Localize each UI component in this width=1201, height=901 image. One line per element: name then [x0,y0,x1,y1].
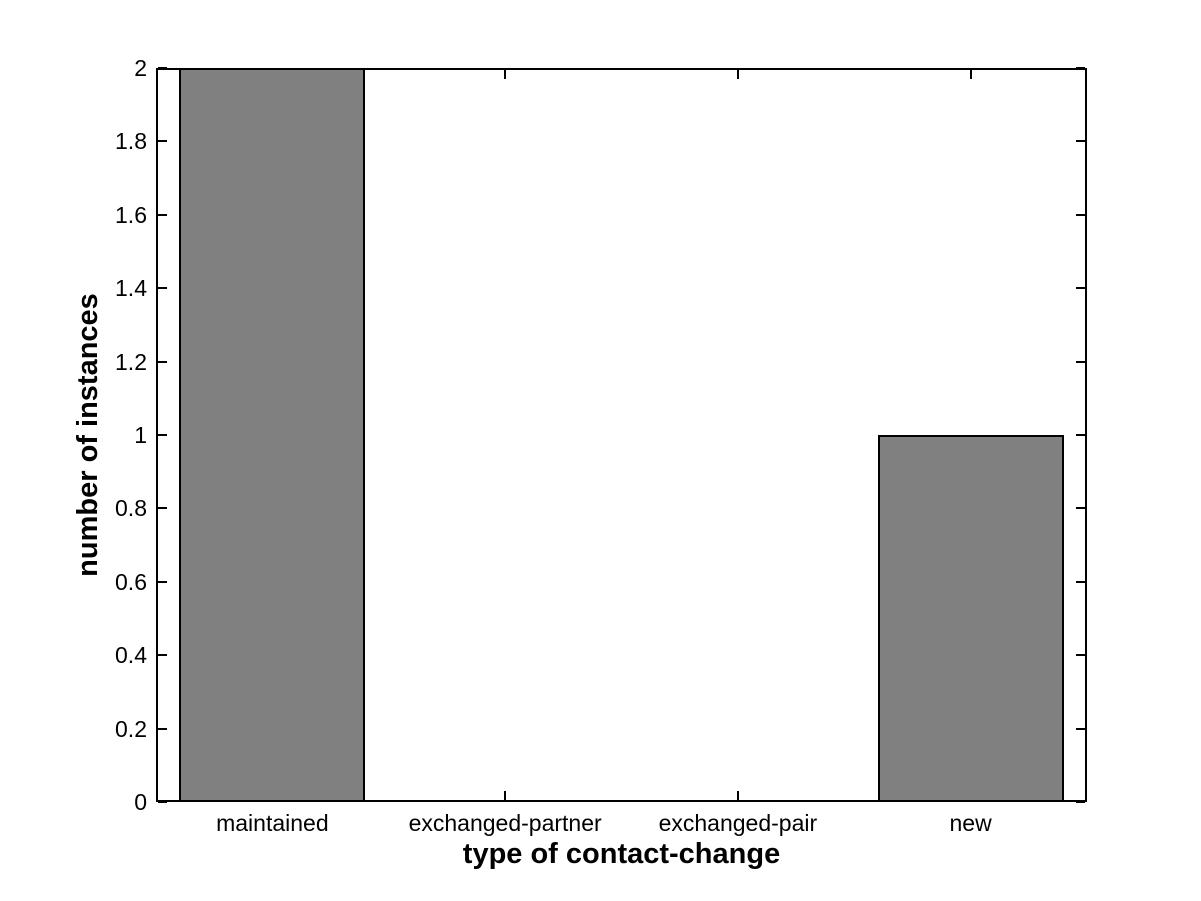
plot-area [156,68,1087,802]
x-tick-mark-bottom [736,791,739,800]
y-tick-label: 0.4 [115,642,147,669]
y-tick-mark-right [1076,654,1085,657]
x-tick-mark-top [969,70,972,79]
y-tick-mark-left [158,67,167,69]
y-tick-mark-left [158,360,167,363]
y-tick-mark-left [158,287,167,290]
y-tick-mark-right [1076,434,1085,436]
x-tick-mark-top [504,70,507,79]
x-tick-label: exchanged-pair [658,810,818,836]
y-tick-label: 1.4 [115,275,147,302]
y-tick-label: 2 [134,55,147,81]
y-tick-mark-right [1076,727,1085,730]
x-tick-mark-bottom [504,791,507,800]
y-tick-label: 1.2 [115,348,147,375]
y-tick-mark-right [1076,213,1085,216]
y-tick-mark-right [1076,140,1085,143]
y-tick-mark-left [158,507,167,510]
y-tick-mark-right [1076,507,1085,510]
y-tick-mark-right [1076,801,1085,803]
y-tick-mark-left [158,434,167,436]
y-tick-label: 0 [134,789,147,815]
y-tick-mark-right [1076,67,1085,69]
x-axis-label: type of contact-change [462,838,781,870]
y-tick-mark-left [158,654,167,657]
x-tick-label: new [949,810,992,836]
y-tick-mark-left [158,580,167,583]
y-tick-label: 0.8 [115,495,147,522]
y-tick-mark-right [1076,580,1085,583]
y-tick-label: 1 [134,422,147,448]
x-tick-label: maintained [216,810,329,836]
y-tick-label: 0.2 [115,715,147,742]
y-tick-mark-left [158,727,167,730]
y-tick-label: 1.8 [115,128,147,155]
x-tick-label: exchanged-partner [408,810,602,836]
y-tick-mark-right [1076,360,1085,363]
y-tick-mark-right [1076,287,1085,290]
x-tick-mark-top [736,70,739,79]
y-tick-mark-left [158,140,167,143]
y-tick-mark-left [158,213,167,216]
bar-maintained [179,68,366,802]
y-tick-label: 0.6 [115,568,147,595]
bar-new [877,435,1064,802]
y-tick-label: 1.6 [115,201,147,228]
y-tick-mark-left [158,801,167,803]
